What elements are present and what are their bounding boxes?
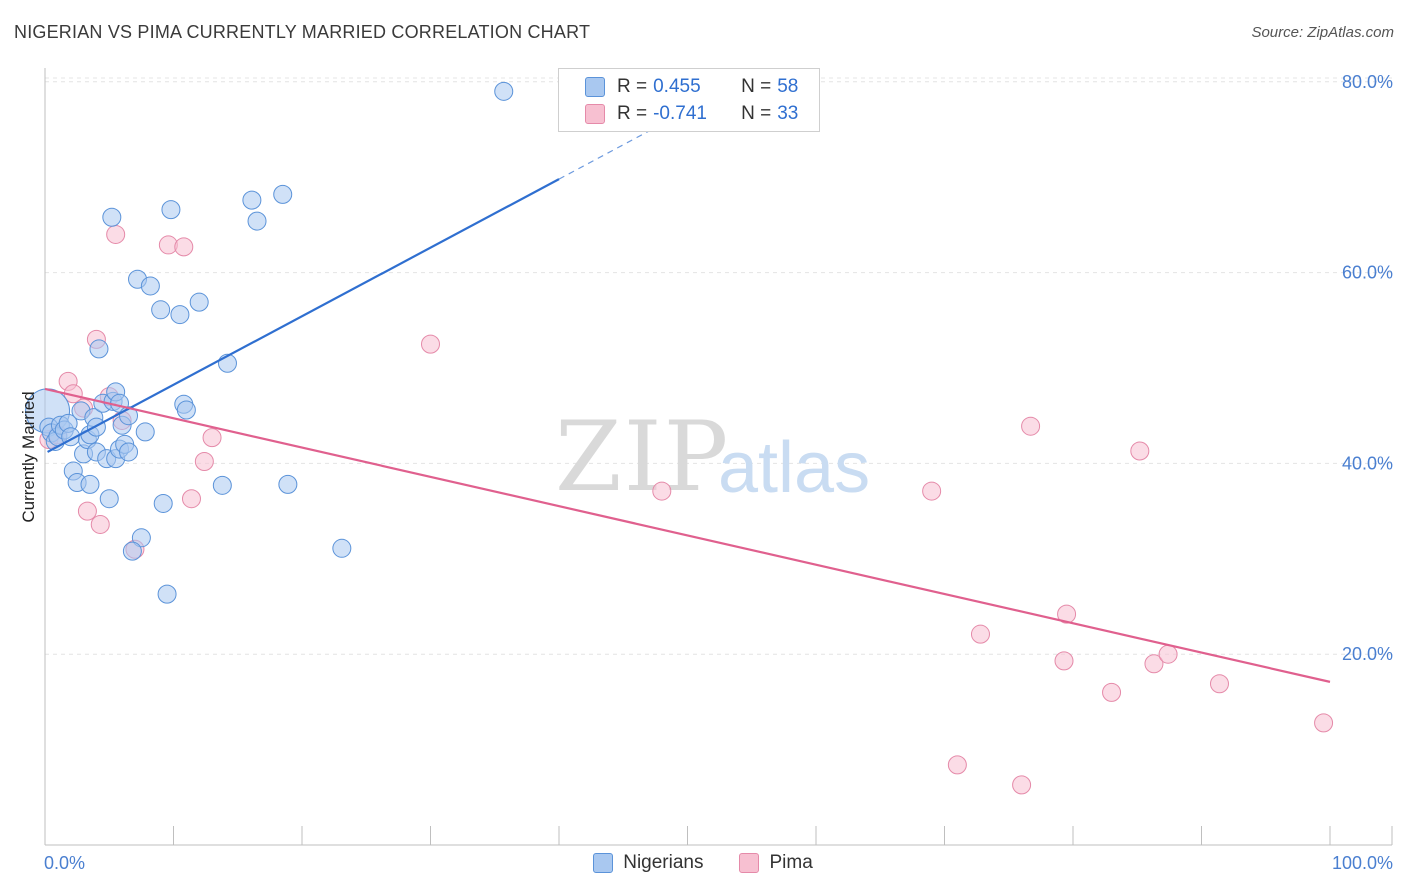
legend-n-label: N = <box>741 76 772 97</box>
y-axis-title: Currently Married <box>19 391 38 522</box>
nigerians-point <box>247 211 267 231</box>
legend-n-value: 33 <box>777 103 799 124</box>
chart-title: NIGERIAN VS PIMA CURRENTLY MARRIED CORRE… <box>14 22 591 42</box>
pima-point <box>202 428 222 448</box>
x-tick-label: 0.0% <box>44 853 85 873</box>
nigerians-point <box>176 400 196 420</box>
axes <box>44 68 1393 846</box>
nigerians-points <box>25 81 514 604</box>
nigerians-point <box>153 493 173 513</box>
nigerians-point <box>242 190 262 210</box>
correlation-legend: R = 0.455 N = 58 R = -0.741 N = 33 <box>558 68 820 132</box>
source-credit: Source: ZipAtlas.com <box>1251 24 1394 41</box>
pima-point <box>1158 644 1178 664</box>
grid-lines <box>45 77 1392 655</box>
y-tick-label: 40.0% <box>1342 453 1393 473</box>
watermark-zip-text: ZIP <box>555 401 730 513</box>
pima-point <box>181 489 201 509</box>
pima-point <box>970 624 990 644</box>
nigerians-point <box>140 276 160 296</box>
watermark: ZIP atlas <box>555 401 870 513</box>
legend-item-pima[interactable]: Pima <box>739 852 813 874</box>
legend-swatch-blue <box>585 77 605 97</box>
nigerians-point <box>189 292 209 312</box>
pima-point <box>1057 604 1077 624</box>
legend-row-nigerians: R = 0.455 N = 58 <box>585 75 798 99</box>
pima-point <box>1209 674 1229 694</box>
nigerians-point <box>131 528 151 548</box>
trend-lines <box>44 109 1331 683</box>
pima-trend-line <box>44 387 1331 683</box>
pima-point <box>922 481 942 501</box>
pima-point <box>1012 775 1032 795</box>
nigerians-point <box>122 541 142 561</box>
pima-point <box>174 237 194 257</box>
pima-point <box>106 224 126 244</box>
nigerians-point <box>119 442 139 462</box>
nigerians-point <box>273 184 293 204</box>
pima-point <box>90 514 110 534</box>
nigerians-point <box>278 474 298 494</box>
pima-point <box>194 451 214 471</box>
legend-swatch-pink <box>739 853 760 873</box>
pima-point <box>1314 713 1334 733</box>
legend-n-value: 58 <box>777 76 799 97</box>
pima-point <box>652 481 672 501</box>
legend-item-nigerians[interactable]: Nigerians <box>593 852 703 874</box>
nigerians-point <box>89 339 109 359</box>
pima-point <box>1021 416 1041 436</box>
legend-label-nigerians: Nigerians <box>623 852 704 873</box>
legend-label-pima: Pima <box>769 852 813 873</box>
legend-swatch-pink <box>585 104 605 124</box>
nigerians-point <box>494 81 514 101</box>
nigerians-point <box>170 305 190 325</box>
axis-labels: 20.0% 40.0% 60.0% 80.0% 0.0% 100.0% Currently … <box>19 72 1393 873</box>
nigerians-trend-line <box>47 178 560 453</box>
nigerians-point <box>151 300 171 320</box>
x-tick-label: 100.0% <box>1332 853 1393 873</box>
pima-point <box>77 501 97 521</box>
legend-r-value: -0.741 <box>653 103 707 124</box>
legend-row-pima: R = -0.741 N = 33 <box>585 102 798 126</box>
nigerians-point <box>212 475 232 495</box>
pima-point <box>421 334 440 354</box>
nigerians-point <box>161 200 181 220</box>
nigerians-point <box>332 538 352 558</box>
pima-point <box>1130 441 1150 461</box>
nigerians-point <box>99 489 119 509</box>
series-legend: Nigerians Pima <box>0 852 1406 874</box>
y-tick-label: 80.0% <box>1342 72 1393 92</box>
nigerians-point <box>157 584 177 604</box>
legend-r-label: R = <box>617 76 648 97</box>
nigerians-point <box>135 422 155 442</box>
pima-point <box>1054 651 1074 671</box>
nigerians-point <box>102 207 122 227</box>
y-tick-label: 60.0% <box>1342 263 1393 283</box>
pima-point <box>947 755 967 775</box>
y-tick-label: 20.0% <box>1342 644 1393 664</box>
pima-point <box>1144 654 1164 674</box>
pima-point <box>1102 682 1122 702</box>
legend-r-value: 0.455 <box>653 76 701 97</box>
legend-swatch-blue <box>593 853 614 873</box>
legend-n-label: N = <box>741 103 772 124</box>
legend-r-label: R = <box>617 103 648 124</box>
nigerians-point <box>80 474 100 494</box>
watermark-atlas-text: atlas <box>718 428 870 508</box>
